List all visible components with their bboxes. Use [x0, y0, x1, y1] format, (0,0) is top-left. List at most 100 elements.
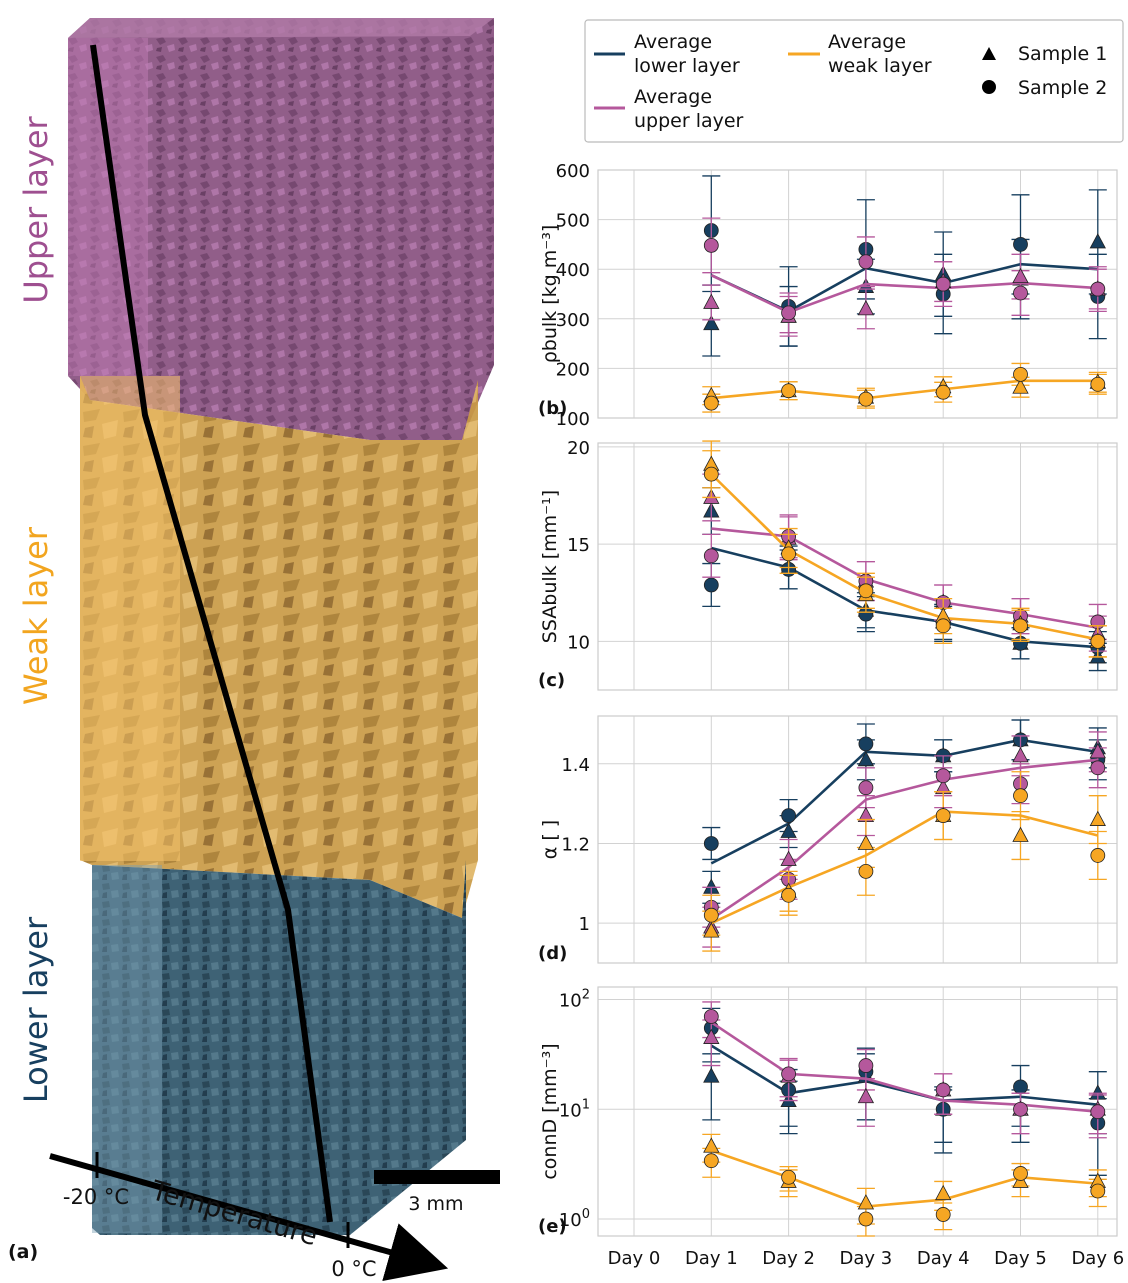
panel-label-a: (a) [8, 1241, 38, 1263]
point-sample2-upper [782, 306, 796, 320]
point-sample1-upper [858, 301, 873, 315]
y-axis-label: connD [mm⁻³] [539, 1043, 561, 1179]
point-sample2-upper [704, 549, 718, 563]
point-sample2-weak [782, 888, 796, 902]
series-line-upper [711, 275, 1098, 312]
point-sample2-weak [704, 1154, 718, 1168]
plot-frame [598, 443, 1117, 690]
point-sample2-upper [936, 277, 950, 291]
upper-layer-label: Upper layer [17, 115, 55, 303]
point-sample2-weak [782, 384, 796, 398]
legend-lower-line2: lower layer [634, 55, 740, 77]
x-tick-label: Day 4 [917, 1248, 970, 1269]
point-sample2-upper [704, 1010, 718, 1024]
scale-bar [374, 1170, 500, 1184]
x-tick-label: Day 6 [1071, 1248, 1124, 1269]
series-line-upper [711, 529, 1098, 628]
legend-upper-line1: Average [634, 86, 712, 108]
legend: Average lower layer Average upper layer … [585, 20, 1123, 142]
point-sample2-weak [936, 619, 950, 633]
point-sample2-lower [704, 836, 718, 850]
y-tick-label: 10 [567, 632, 590, 653]
y-tick-label: 600 [556, 161, 590, 182]
point-sample1-weak [704, 1138, 719, 1152]
point-sample2-weak [1091, 1184, 1105, 1198]
x-tick-label: Day 1 [685, 1248, 738, 1269]
y-tick-base: 10 [559, 1100, 582, 1121]
point-sample2-weak [1014, 1166, 1028, 1180]
x-tick-label: Day 2 [762, 1248, 815, 1269]
point-sample1-weak [858, 1195, 873, 1209]
point-sample2-weak [936, 385, 950, 399]
point-sample2-weak [704, 467, 718, 481]
panel-label: (b) [538, 398, 567, 419]
panel-label: (d) [538, 943, 567, 964]
point-sample2-upper [936, 1083, 950, 1097]
x-tick-label: Day 5 [994, 1248, 1047, 1269]
point-sample1-weak [858, 835, 873, 849]
y-tick-label: 101 [559, 1097, 590, 1121]
series-line-lower [711, 1046, 1098, 1105]
y-tick-label: 20 [567, 438, 590, 459]
point-sample2-upper [1014, 1102, 1028, 1116]
point-sample2-weak [936, 809, 950, 823]
point-sample1-weak [936, 1186, 951, 1200]
point-sample2-upper [704, 238, 718, 252]
point-sample2-lower [859, 737, 873, 751]
series-line-weak [711, 812, 1098, 924]
y-tick-exponent: 1 [582, 1097, 590, 1112]
series-line-lower [711, 740, 1098, 864]
point-sample2-weak [1091, 848, 1105, 862]
x-tick-label: Day 3 [840, 1248, 893, 1269]
legend-lower-line1: Average [634, 31, 712, 53]
series-line-weak [711, 1151, 1098, 1207]
point-sample2-upper [859, 1059, 873, 1073]
legend-sample2-label: Sample 2 [1018, 77, 1107, 99]
point-sample2-lower [782, 809, 796, 823]
point-sample2-upper [1091, 282, 1105, 296]
y-tick-label: 1 [579, 914, 590, 935]
y-axis-label: SSAbulk [mm⁻¹] [539, 490, 561, 643]
y-tick-label: 102 [559, 988, 590, 1012]
point-sample1-lower [1090, 234, 1105, 248]
point-sample2-upper [859, 255, 873, 269]
point-sample2-weak [859, 392, 873, 406]
point-sample1-upper [704, 294, 719, 308]
point-sample2-weak [1014, 789, 1028, 803]
point-sample2-upper [1091, 1105, 1105, 1119]
point-sample2-weak [782, 1170, 796, 1184]
legend-weak-line1: Average [828, 31, 906, 53]
point-sample2-upper [782, 1067, 796, 1081]
legend-weak-line2: weak layer [828, 55, 932, 77]
series-line-lower [711, 548, 1098, 647]
legend-sample1-label: Sample 1 [1018, 43, 1107, 65]
point-sample1-lower [858, 752, 873, 766]
weak-layer-tint [80, 376, 180, 861]
point-sample2-weak [859, 1212, 873, 1226]
x-axis-labels: Day 0 Day 1 Day 2 Day 3 Day 4 Day 5 Day 6 [608, 1248, 1125, 1269]
point-sample1-weak [1013, 828, 1028, 842]
chart-panel-b: 100200300400500600ρbulk [kg m⁻³](b) [538, 161, 1117, 430]
point-sample2-weak [859, 584, 873, 598]
y-axis-label: α [ ] [539, 820, 561, 859]
point-sample2-weak [782, 547, 796, 561]
panel-label: (e) [538, 1216, 567, 1237]
point-sample1-weak [1090, 812, 1105, 826]
upper-layer-block-top [68, 18, 494, 38]
chart-panel-d: 11.21.4α [ ](d) [538, 716, 1117, 964]
legend-sample2-marker [982, 80, 996, 94]
point-sample2-upper [936, 769, 950, 783]
panel-label: (c) [538, 670, 565, 691]
point-sample2-upper [1091, 761, 1105, 775]
weak-layer-label: Weak layer [17, 526, 55, 705]
plot-frame [598, 716, 1117, 963]
point-sample2-weak [704, 908, 718, 922]
point-sample2-weak [1014, 619, 1028, 633]
point-sample1-upper [781, 851, 796, 865]
y-tick-exponent: 0 [582, 1207, 590, 1222]
point-sample1-lower [704, 1068, 719, 1082]
chart-panel-c: 10 15 20 SSAbulk [mm⁻¹] (c) [538, 438, 1117, 691]
temperature-warm-label: 0 °C [331, 1257, 376, 1281]
